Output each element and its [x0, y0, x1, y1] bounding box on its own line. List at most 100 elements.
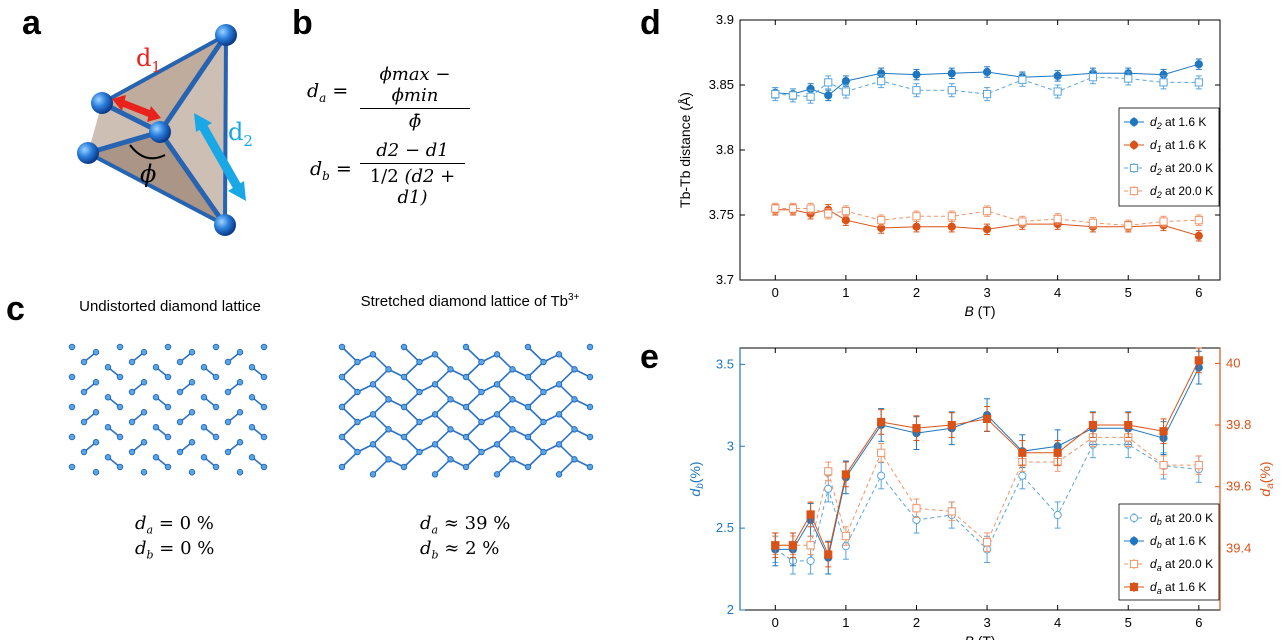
legend-text: at 20.0 K	[1162, 161, 1213, 175]
d1-label-sub: 1	[151, 57, 161, 76]
right-db-sub: b	[431, 548, 439, 562]
lattice-atom	[200, 454, 208, 461]
y-axis-label: Tb-Tb distance (Å)	[677, 92, 693, 208]
equation-db-fraction: d2 − d1 1/2 (d2 + d1)	[360, 140, 465, 208]
data-point	[947, 69, 956, 78]
data-point	[1053, 71, 1062, 81]
lattice-bond	[527, 451, 545, 468]
lattice-atom	[236, 349, 244, 356]
legend-entry-2: d2 at 20.0 K	[1124, 161, 1213, 177]
lattice-atom	[540, 358, 547, 366]
x-tick-label: 4	[1054, 285, 1061, 300]
lattice-atom	[369, 471, 377, 478]
lattice-atom	[164, 373, 172, 381]
lattice-atom	[524, 433, 532, 441]
legend-label: d2 at 1.6 K	[1150, 115, 1206, 131]
lattice-bond	[558, 443, 576, 460]
data-point	[1053, 214, 1062, 224]
x-axis-label: B (T)	[964, 633, 995, 640]
lattice-bond	[341, 346, 359, 363]
lattice-atom	[586, 463, 594, 471]
lattice-bond	[434, 428, 452, 445]
axis-symbol: d	[687, 488, 703, 497]
data-point	[806, 510, 815, 519]
d1-label: d1	[136, 44, 161, 76]
lattice-atom	[400, 373, 408, 381]
lattice-atom	[176, 418, 184, 426]
data-point	[877, 216, 886, 225]
panel-letter-a: a	[22, 4, 41, 42]
legend-subscript: 2	[1156, 167, 1162, 177]
lattice-atom	[152, 364, 160, 371]
left-db-value: db = 0 %	[135, 538, 214, 562]
lattice-atom	[164, 403, 172, 411]
lattice-atom	[128, 448, 136, 456]
data-point	[1124, 420, 1133, 430]
lattice-atom	[236, 469, 244, 476]
lattice-bond	[372, 413, 390, 430]
left-db-symbol: d	[135, 538, 147, 559]
data-point	[982, 225, 992, 234]
bond	[87, 129, 161, 156]
lattice-atom	[478, 448, 485, 456]
lattice-atom	[462, 463, 470, 471]
half: 1/2	[369, 166, 399, 187]
data-point	[982, 90, 992, 99]
lattice-atom	[236, 379, 244, 386]
lattice-bond	[403, 376, 421, 393]
data-point	[1159, 78, 1168, 87]
lattice-bond	[434, 353, 452, 370]
atom	[77, 142, 99, 164]
data-point	[1053, 510, 1062, 520]
data-point	[982, 538, 992, 547]
data-point	[824, 78, 833, 87]
data-point	[806, 541, 815, 550]
equation-da: da =	[307, 80, 348, 105]
chart-d: 0 1 2 3 4 5 6 3.7 3.75 3.8 3.85 3.9 B (T) Tb-Tb dista…	[677, 12, 1221, 319]
lattice-atom	[462, 433, 470, 441]
x-tick-label: 3	[983, 615, 990, 630]
y-tick-label: 3.9	[716, 12, 734, 27]
lattice-atom	[509, 396, 516, 403]
lattice-atom	[447, 456, 454, 463]
lattice-atom	[92, 439, 100, 446]
lattice-bond	[527, 436, 545, 453]
lattice-atom	[524, 403, 532, 411]
lattice-bond	[465, 451, 483, 468]
data-point	[841, 470, 850, 479]
lattice-atom	[493, 351, 501, 358]
lattice-bond	[434, 368, 452, 385]
lattice-atom	[385, 426, 392, 433]
x-tick-label: 5	[1125, 285, 1132, 300]
axis-unit: (T)	[974, 303, 996, 319]
data-point	[912, 212, 921, 221]
data-point	[841, 87, 850, 96]
bond	[223, 34, 228, 226]
lattice-right-title: Stretched diamond lattice of Tb3+	[325, 292, 615, 310]
panel-letter-e: e	[640, 338, 659, 376]
lattice-atom	[188, 469, 196, 476]
sum-term: (d2 + d1)	[397, 166, 456, 208]
lattice-bond	[558, 368, 576, 385]
lattice-atom	[586, 433, 594, 441]
lattice-atom	[338, 403, 346, 411]
lattice-atom	[224, 448, 232, 456]
y-tick-label: 3.75	[709, 207, 734, 222]
legend-subscript: b	[1157, 517, 1162, 527]
lattice-atom	[92, 379, 100, 386]
lattice-atom	[140, 439, 148, 446]
lattice-bond	[496, 383, 514, 400]
lattice-atom	[248, 454, 256, 461]
right-da-value: da ≈ 39 %	[420, 513, 510, 537]
lattice-atom	[338, 373, 346, 381]
panel-letter-b: b	[292, 4, 313, 42]
legend-entry-3: d2 at 20.0 K	[1124, 184, 1213, 200]
right-db-symbol: d	[420, 538, 432, 559]
da-subscript: a	[319, 90, 327, 105]
legend-subscript: a	[1157, 586, 1162, 596]
lattice-bond	[372, 398, 390, 415]
d2-arrow-shaft	[198, 122, 242, 191]
tetrahedron-diagram	[77, 24, 246, 236]
d1-arrow-shaft	[118, 98, 155, 119]
legend-marker	[1129, 513, 1139, 523]
